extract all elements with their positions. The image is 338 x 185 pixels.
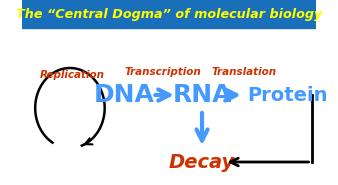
- Text: DNA: DNA: [94, 83, 155, 107]
- FancyBboxPatch shape: [22, 0, 316, 28]
- Text: Translation: Translation: [211, 67, 276, 77]
- Text: Decay: Decay: [169, 152, 235, 171]
- Text: Replication: Replication: [40, 70, 104, 80]
- FancyBboxPatch shape: [22, 28, 316, 185]
- Text: RNA: RNA: [172, 83, 232, 107]
- Text: The “Central Dogma” of molecular biology: The “Central Dogma” of molecular biology: [16, 8, 322, 21]
- Text: Protein: Protein: [247, 85, 328, 105]
- Text: Transcription: Transcription: [124, 67, 201, 77]
